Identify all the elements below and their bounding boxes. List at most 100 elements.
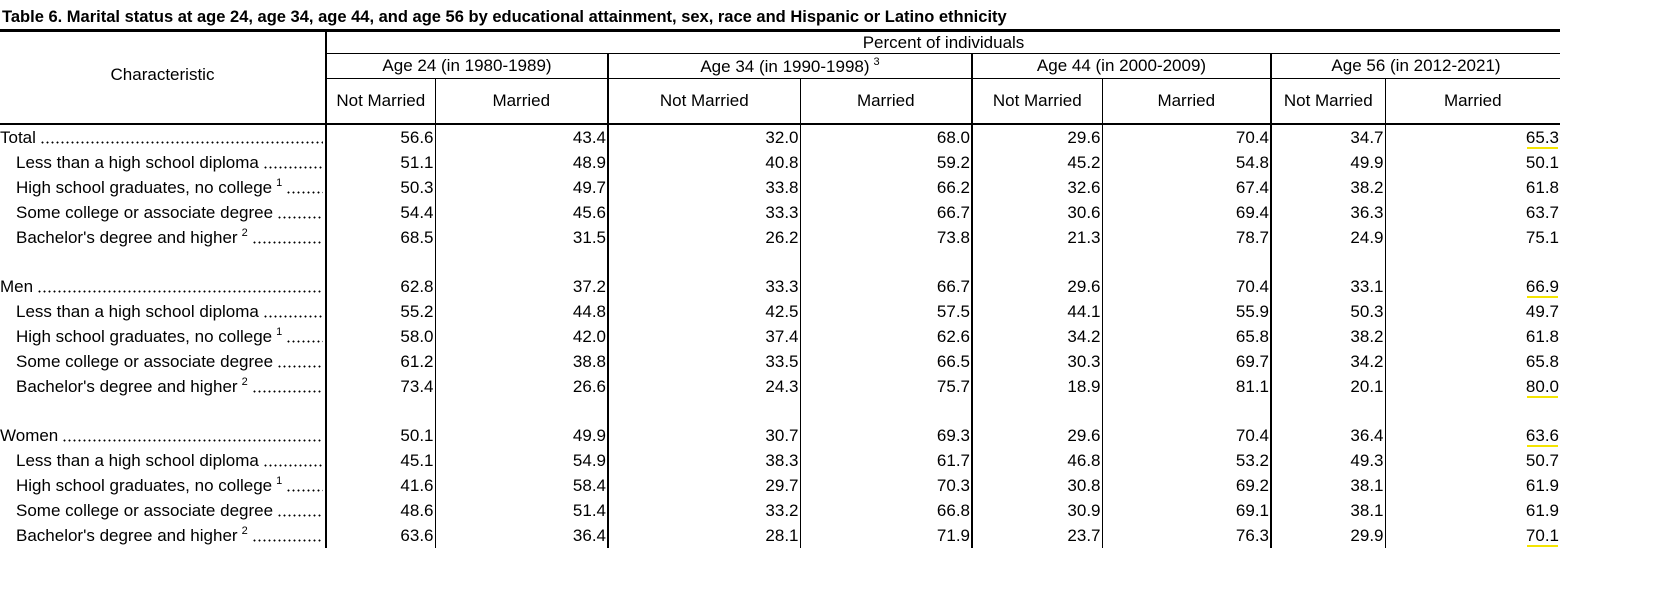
data-row: Some college or associate degree 48.6 51.4… <box>0 498 1560 523</box>
label-text: Bachelor's degree and higher 2 <box>16 227 248 248</box>
value: 37.2 <box>572 276 606 296</box>
spacer-cell <box>1270 399 1385 423</box>
value-cell: 31.5 <box>434 225 608 250</box>
leader-dots <box>251 241 323 244</box>
value-cell: 73.4 <box>325 374 435 399</box>
value: 81.1 <box>1235 376 1269 396</box>
label-text: Some college or associate degree <box>16 352 273 372</box>
value-cell: 49.9 <box>1270 150 1385 175</box>
value: 24.9 <box>1350 227 1384 247</box>
value-cell: 58.4 <box>434 473 608 498</box>
value: 61.9 <box>1525 500 1559 520</box>
group-header: Age 34 (in 1990-1998) 3 <box>607 53 972 79</box>
value-cell: 51.1 <box>325 150 435 175</box>
value: 62.6 <box>936 326 970 346</box>
value: 44.8 <box>572 301 606 321</box>
spacer-cell <box>971 250 1102 274</box>
value-cell: 34.2 <box>971 324 1102 349</box>
value-cell: 38.8 <box>434 349 608 374</box>
value: 49.7 <box>572 177 606 197</box>
value-cell: 61.9 <box>1384 498 1560 523</box>
value: 49.9 <box>1350 152 1384 172</box>
row-label: Bachelor's degree and higher 2 <box>0 227 325 248</box>
value: 61.8 <box>1525 326 1559 346</box>
label: High school graduates, no college <box>16 327 273 346</box>
label: Some college or associate degree <box>16 351 274 371</box>
value: 41.6 <box>400 475 434 495</box>
value: 38.3 <box>765 450 799 470</box>
spacer-row <box>0 250 1560 274</box>
value-cell: 30.8 <box>971 473 1102 498</box>
value-cell: 33.2 <box>607 498 800 523</box>
value: 54.4 <box>400 202 434 222</box>
value: 66.9 <box>1525 276 1559 296</box>
value: 38.1 <box>1350 500 1384 520</box>
value-cell: 62.8 <box>325 274 435 299</box>
value-cell: 33.3 <box>607 274 800 299</box>
value-cell: 50.7 <box>1384 448 1560 473</box>
group-label: Age 44 (in 2000-2009) <box>1036 56 1207 75</box>
value: 45.6 <box>572 202 606 222</box>
value-cell: 61.7 <box>799 448 972 473</box>
value: 69.3 <box>936 425 970 445</box>
value-cell: 75.1 <box>1384 225 1560 250</box>
column-header: Married <box>1101 78 1271 125</box>
value: 66.7 <box>936 276 970 296</box>
value-cell: 54.9 <box>434 448 608 473</box>
row-label-cell: Bachelor's degree and higher 2 <box>0 523 326 548</box>
label: High school graduates, no college <box>16 476 273 495</box>
value: 68.5 <box>400 227 434 247</box>
value-cell: 34.2 <box>1270 349 1385 374</box>
value: 69.7 <box>1235 351 1269 371</box>
value-cell: 81.1 <box>1101 374 1271 399</box>
leader-dots <box>286 340 323 343</box>
row-label: Less than a high school diploma <box>0 302 325 322</box>
leader-dots <box>286 489 323 492</box>
value-cell: 21.3 <box>971 225 1102 250</box>
row-label-cell: Women <box>0 423 326 448</box>
value: 59.2 <box>936 152 970 172</box>
data-row: Bachelor's degree and higher 2 63.6 36.4 28.… <box>0 523 1560 548</box>
value: 71.9 <box>936 525 970 545</box>
value: 45.1 <box>400 450 434 470</box>
row-label-cell: Bachelor's degree and higher 2 <box>0 374 326 399</box>
row-label: Bachelor's degree and higher 2 <box>0 376 325 397</box>
value-cell: 49.7 <box>434 175 608 200</box>
value: 28.1 <box>765 525 799 545</box>
value-cell: 69.7 <box>1101 349 1271 374</box>
value-cell: 33.8 <box>607 175 800 200</box>
value-cell: 69.3 <box>799 423 972 448</box>
data-row: Women 50.1 49.9 30.7 69.3 29.6 70.4 36.4 63.6 <box>0 423 1560 448</box>
row-label-cell: Bachelor's degree and higher 2 <box>0 225 326 250</box>
value: 42.5 <box>765 301 799 321</box>
row-label-cell: Some college or associate degree <box>0 498 326 523</box>
value-cell: 43.4 <box>434 124 608 150</box>
value-cell: 45.2 <box>971 150 1102 175</box>
column-header: Married <box>1384 78 1560 125</box>
spacer-cell <box>434 250 608 274</box>
spacer-cell <box>1101 250 1271 274</box>
value: 36.4 <box>572 525 606 545</box>
value: 68.0 <box>936 127 970 147</box>
value-cell: 38.1 <box>1270 473 1385 498</box>
leader-dots <box>251 539 323 542</box>
value-cell: 69.4 <box>1101 200 1271 225</box>
value-cell: 24.3 <box>607 374 800 399</box>
value-cell: 50.1 <box>325 423 435 448</box>
label: Women <box>0 425 59 445</box>
value: 66.7 <box>936 202 970 222</box>
value-cell: 54.4 <box>325 200 435 225</box>
value-cell: 70.4 <box>1101 274 1271 299</box>
value: 80.0 <box>1525 376 1559 396</box>
value: 70.4 <box>1235 127 1269 147</box>
value: 54.8 <box>1235 152 1269 172</box>
header-row: Not Married Married Not Married Married Not … <box>0 78 1560 125</box>
value: 38.2 <box>1350 326 1384 346</box>
value: 51.4 <box>572 500 606 520</box>
leader-dots <box>62 438 323 442</box>
value-cell: 63.6 <box>325 523 435 548</box>
label: Bachelor's degree and higher <box>16 228 238 247</box>
value-cell: 36.4 <box>1270 423 1385 448</box>
group-header: Age 24 (in 1980-1989) <box>325 53 608 79</box>
label: Total <box>0 127 36 147</box>
